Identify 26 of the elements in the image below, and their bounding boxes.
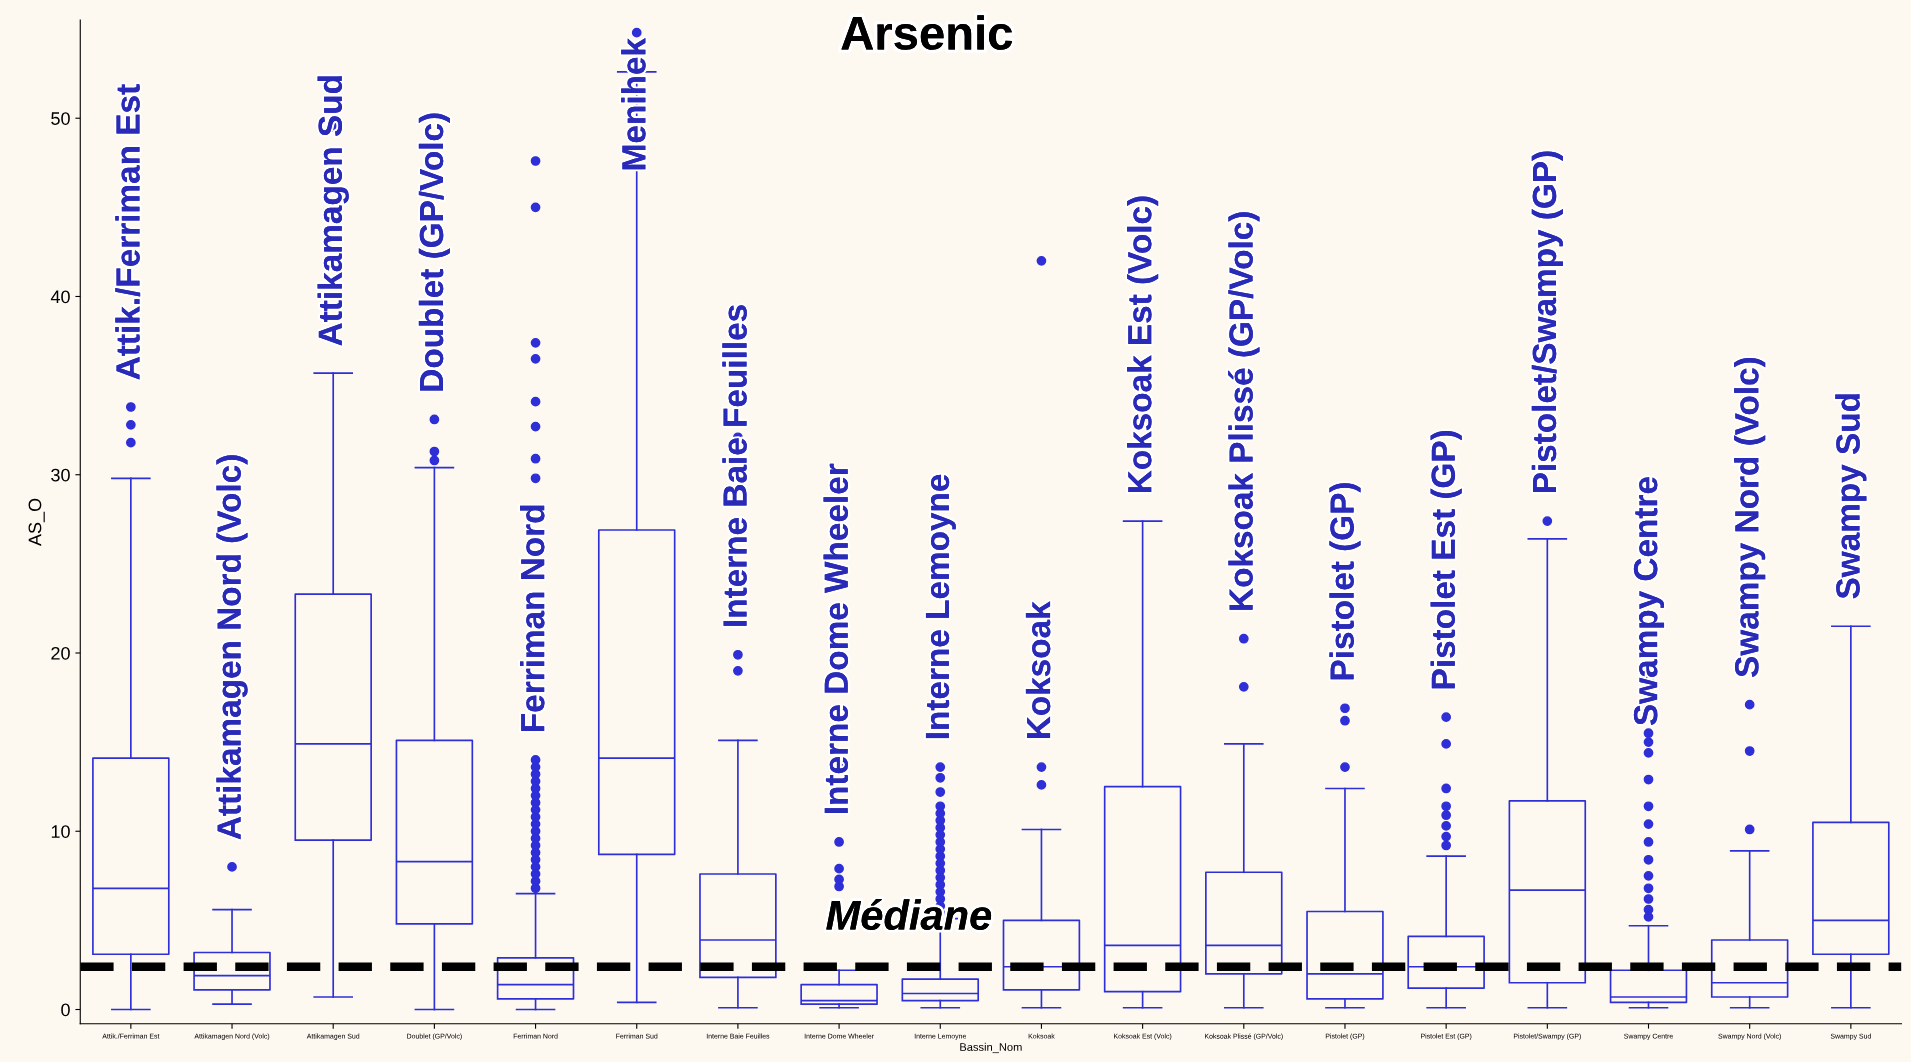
y-tick-label: 40: [50, 290, 70, 304]
annotation: Interne Dome Wheeler: [823, 463, 849, 813]
annotation: Pistolet Est (GP): [1430, 430, 1462, 689]
annotation: Interne Lemoyne: [925, 474, 956, 739]
x-axis-title: Bassin_Nom: [960, 1042, 1022, 1054]
chart-title: Arsenic: [841, 15, 1013, 50]
annotation: Menihek: [621, 37, 646, 170]
annotation: Swampy Centre: [1633, 477, 1665, 726]
annotation: Swampy Nord (Volc): [1734, 357, 1766, 677]
y-tick-label: 10: [51, 825, 70, 838]
annotation: Attikamagen Sud: [317, 76, 349, 346]
y-tick-label: 30: [51, 468, 70, 482]
y-tick-label: 0: [61, 1003, 70, 1017]
y-tick-label: 50: [51, 112, 70, 125]
annotation: Pistolet (GP): [1329, 483, 1361, 680]
annotation: Doublet (GP/Volc): [418, 113, 450, 391]
annotation: Koksoak Plissé (GP/Volc): [1228, 212, 1260, 610]
annotation: Koksoak: [1025, 601, 1051, 739]
y-tick-label: 20: [51, 646, 70, 660]
annotation: Pistolet/Swampy (GP): [1531, 151, 1563, 493]
annotation: Ferriman Nord: [520, 505, 545, 731]
annotation: Attik./Ferriman Est: [115, 84, 141, 380]
annotation: Koksoak Est (Volc): [1127, 196, 1159, 493]
annotation: Interne Baie Feuilles: [722, 305, 747, 626]
annotation: Swampy Sud: [1835, 394, 1867, 599]
y-axis-title: AS_O: [28, 498, 45, 547]
